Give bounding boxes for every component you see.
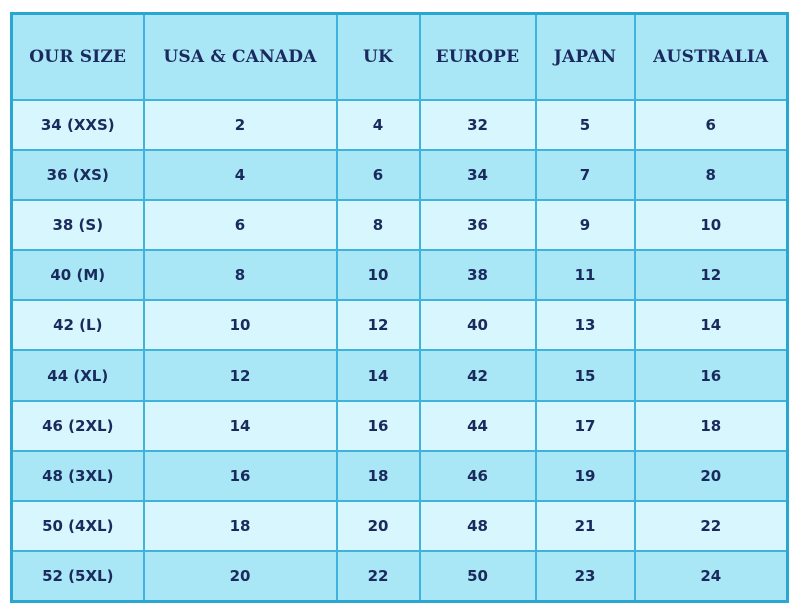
cell-australia: 10 [633,199,789,252]
cell-uk: 18 [335,449,421,502]
cell-europe: 42 [418,349,537,402]
cell-europe: 50 [418,549,537,603]
cell-usa-canada: 6 [142,199,338,252]
size-conversion-table: OUR SIZE USA & CANADA UK EUROPE JAPAN AU… [10,12,789,603]
cell-japan: 11 [534,249,636,302]
cell-europe: 40 [418,299,537,352]
header-australia: AUSTRALIA [633,12,789,101]
cell-uk: 4 [335,98,421,152]
cell-our-size: 36 (XS) [10,149,145,202]
cell-europe: 32 [418,98,537,152]
cell-australia: 12 [633,249,789,302]
cell-usa-canada: 20 [142,549,338,603]
cell-japan: 5 [534,98,636,152]
cell-japan: 15 [534,349,636,402]
cell-uk: 6 [335,149,421,202]
table-row: 48 (3XL) 16 18 46 19 20 [10,449,789,502]
table-row: 38 (S) 6 8 36 9 10 [10,199,789,252]
cell-europe: 38 [418,249,537,302]
cell-japan: 13 [534,299,636,352]
table-row: 36 (XS) 4 6 34 7 8 [10,149,789,202]
cell-japan: 19 [534,449,636,502]
header-europe: EUROPE [418,12,537,101]
cell-japan: 7 [534,149,636,202]
header-our-size: OUR SIZE [10,12,145,101]
cell-australia: 8 [633,149,789,202]
cell-usa-canada: 12 [142,349,338,402]
cell-australia: 20 [633,449,789,502]
cell-europe: 34 [418,149,537,202]
cell-uk: 16 [335,399,421,452]
cell-uk: 14 [335,349,421,402]
cell-uk: 20 [335,499,421,552]
header-japan: JAPAN [534,12,636,101]
cell-europe: 46 [418,449,537,502]
cell-japan: 17 [534,399,636,452]
table-row: 42 (L) 10 12 40 13 14 [10,299,789,352]
table-row: 40 (M) 8 10 38 11 12 [10,249,789,302]
cell-australia: 22 [633,499,789,552]
cell-europe: 36 [418,199,537,252]
cell-our-size: 40 (M) [10,249,145,302]
cell-our-size: 50 (4XL) [10,499,145,552]
cell-australia: 24 [633,549,789,603]
table-header: OUR SIZE USA & CANADA UK EUROPE JAPAN AU… [10,12,789,101]
table-row: 46 (2XL) 14 16 44 17 18 [10,399,789,452]
cell-europe: 44 [418,399,537,452]
cell-our-size: 44 (XL) [10,349,145,402]
table-row: 52 (5XL) 20 22 50 23 24 [10,549,789,603]
header-row: OUR SIZE USA & CANADA UK EUROPE JAPAN AU… [10,12,789,101]
cell-usa-canada: 16 [142,449,338,502]
cell-our-size: 48 (3XL) [10,449,145,502]
cell-our-size: 34 (XXS) [10,98,145,152]
cell-japan: 23 [534,549,636,603]
cell-uk: 10 [335,249,421,302]
cell-usa-canada: 4 [142,149,338,202]
cell-our-size: 38 (S) [10,199,145,252]
cell-australia: 16 [633,349,789,402]
cell-uk: 8 [335,199,421,252]
cell-japan: 9 [534,199,636,252]
cell-australia: 14 [633,299,789,352]
cell-usa-canada: 10 [142,299,338,352]
cell-australia: 6 [633,98,789,152]
cell-uk: 22 [335,549,421,603]
table-row: 34 (XXS) 2 4 32 5 6 [10,98,789,152]
cell-our-size: 46 (2XL) [10,399,145,452]
table-body: 34 (XXS) 2 4 32 5 6 36 (XS) 4 6 34 7 8 3… [10,98,789,603]
header-usa-canada: USA & CANADA [142,12,338,101]
cell-uk: 12 [335,299,421,352]
cell-europe: 48 [418,499,537,552]
cell-our-size: 42 (L) [10,299,145,352]
cell-usa-canada: 8 [142,249,338,302]
table-row: 44 (XL) 12 14 42 15 16 [10,349,789,402]
cell-our-size: 52 (5XL) [10,549,145,603]
cell-usa-canada: 18 [142,499,338,552]
cell-japan: 21 [534,499,636,552]
table-row: 50 (4XL) 18 20 48 21 22 [10,499,789,552]
cell-australia: 18 [633,399,789,452]
cell-usa-canada: 2 [142,98,338,152]
header-uk: UK [335,12,421,101]
cell-usa-canada: 14 [142,399,338,452]
